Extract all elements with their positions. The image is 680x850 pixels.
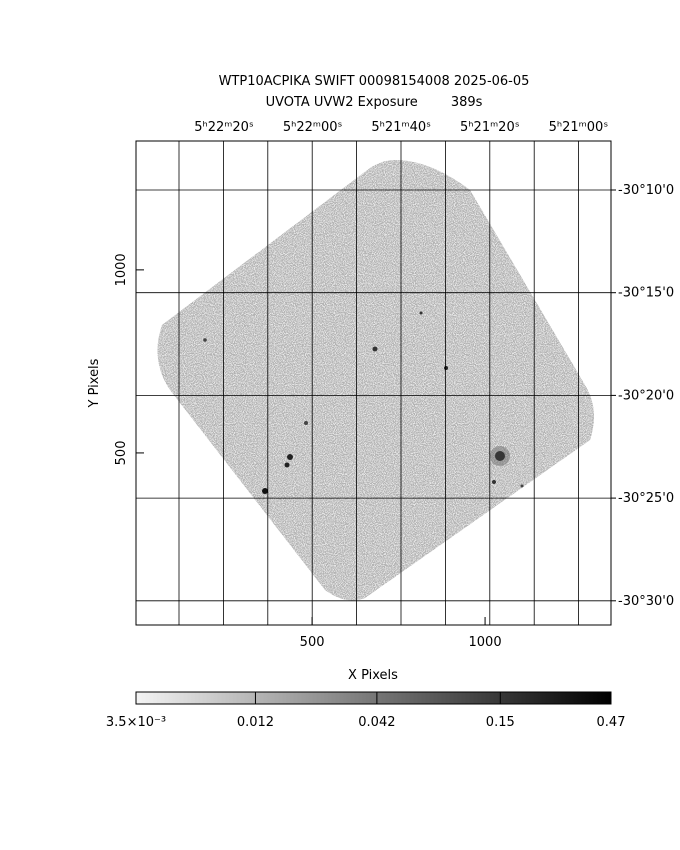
colorbar-tick-label: 0.47 xyxy=(597,715,626,730)
x-axis-label: X Pixels xyxy=(348,668,398,683)
ra-tick-label: 5ʰ22ᵐ00ˢ xyxy=(283,120,343,135)
ra-tick-label: 5ʰ21ᵐ00ˢ xyxy=(549,120,609,135)
dec-tick-label: -30°20'0 xyxy=(618,388,674,403)
ra-tick-label: 5ʰ22ᵐ20ˢ xyxy=(194,120,254,135)
exposure-image xyxy=(157,160,594,601)
ra-tick-label: 5ʰ21ᵐ20ˢ xyxy=(460,120,520,135)
x-tick-label: 1000 xyxy=(469,635,502,650)
y-tick-label: 1000 xyxy=(114,253,129,286)
y-tick-label: 500 xyxy=(114,441,129,466)
ra-tick-label: 5ʰ21ᵐ40ˢ xyxy=(371,120,431,135)
x-tick-label: 500 xyxy=(300,635,325,650)
dec-tick-label: -30°10'0 xyxy=(618,183,674,198)
colorbar-tick-label: 0.15 xyxy=(486,715,515,730)
plot-frame xyxy=(135,140,612,626)
colorbar-tick-label: 0.012 xyxy=(237,715,274,730)
dec-tick-label: -30°30'0 xyxy=(618,594,674,609)
chart-subtitle: UVOTA UVW2 Exposure 389s xyxy=(266,95,483,110)
dec-tick-label: -30°25'0 xyxy=(618,491,674,506)
chart-title: WTP10ACPIKA SWIFT 00098154008 2025-06-05 xyxy=(219,74,530,89)
colorbar-tick-label: 0.042 xyxy=(358,715,395,730)
dec-tick-label: -30°15'0 xyxy=(618,286,674,301)
colorbar-tick-label: 3.5×10⁻³ xyxy=(106,715,166,730)
y-axis-label: Y Pixels xyxy=(87,358,102,408)
colorbar xyxy=(135,691,612,705)
